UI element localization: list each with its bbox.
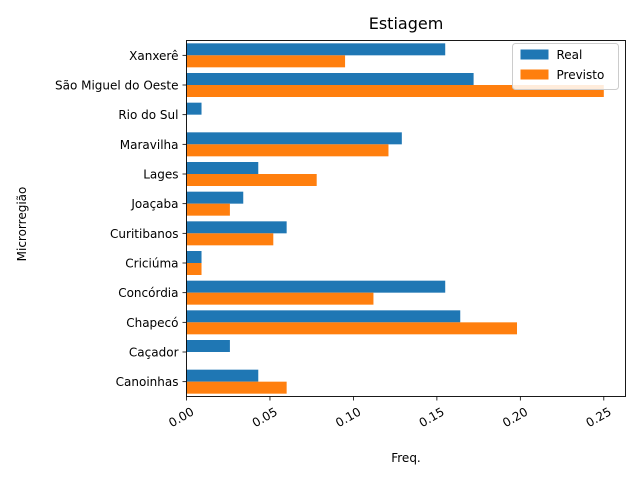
legend-swatch [520, 69, 549, 80]
bar-previsto [186, 263, 202, 275]
chart-title: Estiagem [369, 14, 444, 33]
legend-label: Previsto [557, 68, 605, 82]
y-tick-label: Canoinhas [116, 375, 179, 389]
y-tick-label: Maravilha [120, 138, 179, 152]
bar-previsto [186, 203, 230, 216]
bar-real [186, 251, 202, 263]
bar-real [186, 369, 259, 382]
bar-real [186, 310, 461, 323]
bar-previsto [186, 144, 389, 157]
bar-real [186, 162, 259, 174]
y-tick-label: Criciúma [125, 257, 178, 271]
y-tick-label: Rio do Sul [118, 108, 178, 122]
y-tick-label: Chapecó [126, 316, 178, 330]
bar-real [186, 340, 230, 352]
y-axis-label: Microrregião [15, 187, 29, 262]
bar-real [186, 73, 474, 85]
bar-previsto [186, 85, 604, 97]
bar-real [186, 132, 402, 145]
bar-real [186, 102, 202, 115]
legend-swatch [520, 49, 549, 60]
bar-real [186, 280, 446, 293]
bar-real [186, 43, 446, 56]
y-tick-label: Lages [143, 168, 178, 182]
bar-previsto [186, 381, 287, 394]
y-tick-label: Curitibanos [110, 227, 178, 241]
bar-previsto [186, 174, 317, 186]
y-ticks-layer: Canoinhas Caçador Chapecó Concórdia Criciúma… [55, 49, 187, 389]
x-axis-label: Freq. [391, 451, 421, 465]
bar-previsto [186, 292, 374, 305]
y-tick-label: Xanxerê [129, 49, 178, 63]
plot-frame [186, 40, 626, 397]
bar-previsto [186, 322, 518, 335]
bar-real [186, 191, 244, 204]
y-tick-label: Joaçaba [130, 197, 178, 211]
bar-real [186, 221, 287, 234]
y-tick-label: São Miguel do Oeste [55, 79, 179, 93]
bar-previsto [186, 233, 274, 246]
y-tick-label: Caçador [129, 346, 179, 360]
legend-label: Real [557, 48, 583, 62]
legend: Real Previsto [512, 43, 619, 90]
y-tick-label: Concórdia [118, 286, 178, 300]
bar-previsto [186, 55, 346, 68]
bars-layer [186, 43, 604, 394]
